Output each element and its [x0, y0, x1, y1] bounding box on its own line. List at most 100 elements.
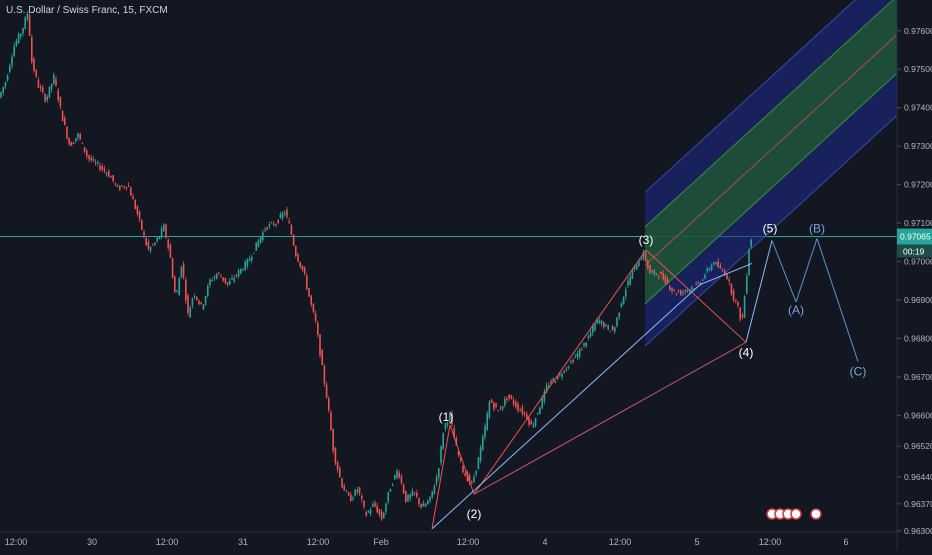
- candle-body: [605, 324, 607, 327]
- candle-body: [631, 270, 634, 279]
- candle-body: [264, 229, 266, 231]
- candle-body: [17, 33, 20, 44]
- candle-body: [721, 270, 724, 272]
- candle-body: [462, 465, 464, 473]
- y-tick-label: 0.97400: [904, 103, 932, 113]
- candle-body: [400, 476, 403, 483]
- candle-body: [178, 278, 180, 296]
- candle-body: [398, 472, 400, 478]
- x-tick-label: 5: [694, 537, 699, 547]
- candle-body: [330, 412, 332, 431]
- candle-body: [323, 366, 326, 384]
- candle-body: [387, 491, 389, 502]
- candle-body: [548, 385, 550, 387]
- candle-body: [297, 254, 299, 262]
- candle-body: [242, 269, 244, 271]
- candle-body: [312, 304, 315, 312]
- candle-body: [314, 313, 317, 321]
- x-tick-label: 12:00: [457, 537, 480, 547]
- candle-body: [545, 385, 548, 393]
- candle-body: [196, 296, 198, 300]
- candle-body: [638, 261, 640, 267]
- candle-body: [361, 495, 363, 500]
- price-axis-bg: [897, 0, 932, 550]
- candle-body: [457, 451, 460, 456]
- x-tick-label: 31: [238, 537, 248, 547]
- candle-body: [127, 185, 130, 187]
- candle-body: [713, 262, 715, 265]
- candle-body: [739, 307, 741, 320]
- candle-body: [541, 397, 543, 408]
- candle-body: [581, 349, 583, 351]
- event-marker-icon: [790, 508, 802, 520]
- candle-body: [55, 79, 57, 86]
- candle-body: [380, 512, 383, 520]
- candle-body: [567, 366, 570, 368]
- candle-body: [365, 512, 367, 516]
- candle-body: [598, 320, 601, 324]
- channel-upper-inner-line: [644, 0, 894, 228]
- candle-body: [526, 414, 528, 420]
- y-tick-label: 0.97100: [904, 218, 932, 228]
- wave-label: (C): [850, 365, 867, 379]
- candle-body: [592, 326, 594, 333]
- candle-body: [583, 342, 585, 346]
- candle-body: [347, 492, 350, 496]
- candle-body: [273, 223, 275, 226]
- candle-body: [286, 209, 288, 217]
- candle-body: [710, 265, 713, 271]
- candle-body: [248, 258, 251, 262]
- candle-body: [594, 323, 596, 331]
- candle-body: [409, 494, 411, 499]
- wave-label: (B): [809, 221, 825, 235]
- candle-body: [81, 142, 84, 144]
- candle-body: [262, 232, 264, 240]
- candle-body: [618, 312, 620, 318]
- candle-body: [321, 349, 323, 365]
- candle-body: [255, 242, 257, 251]
- candle-body: [532, 424, 535, 428]
- candle-body: [35, 70, 37, 77]
- candle-body: [154, 242, 156, 245]
- regression-channel: [644, 0, 898, 347]
- candle-body: [512, 400, 515, 405]
- candle-body: [42, 87, 44, 93]
- candle-body: [702, 279, 704, 281]
- candle-body: [279, 214, 282, 218]
- candle-body: [317, 322, 319, 335]
- candle-body: [422, 503, 425, 507]
- candle-body: [33, 58, 35, 72]
- candle-body: [420, 504, 422, 508]
- candle-body: [237, 270, 240, 277]
- candle-body: [471, 481, 473, 483]
- candle-body: [75, 138, 77, 141]
- candle-body: [328, 398, 330, 411]
- candle-body: [94, 162, 97, 164]
- candle-body: [684, 289, 686, 292]
- candle-body: [394, 474, 396, 479]
- candle-body: [77, 133, 79, 138]
- candle-body: [468, 475, 471, 483]
- candle-body: [418, 497, 420, 505]
- y-tick-label: 0.96520: [904, 441, 932, 451]
- candle-body: [737, 301, 739, 306]
- candle-body: [664, 275, 667, 284]
- wave-line-3-4: [645, 249, 747, 343]
- candle-body: [649, 265, 651, 274]
- candle-body: [369, 509, 372, 514]
- candle-body: [528, 417, 530, 425]
- channel-lower-inner-line: [644, 72, 898, 305]
- candle-body: [574, 356, 576, 358]
- candle-body: [675, 293, 678, 295]
- x-tick-label: 12:00: [609, 537, 632, 547]
- candle-body: [726, 274, 728, 280]
- y-tick-label: 0.97000: [904, 257, 932, 267]
- candle-body: [431, 491, 433, 498]
- candle-body: [24, 17, 26, 29]
- candle-body: [367, 511, 370, 513]
- candle-body: [332, 429, 334, 451]
- candle-body: [57, 90, 59, 101]
- candle-body: [358, 487, 361, 494]
